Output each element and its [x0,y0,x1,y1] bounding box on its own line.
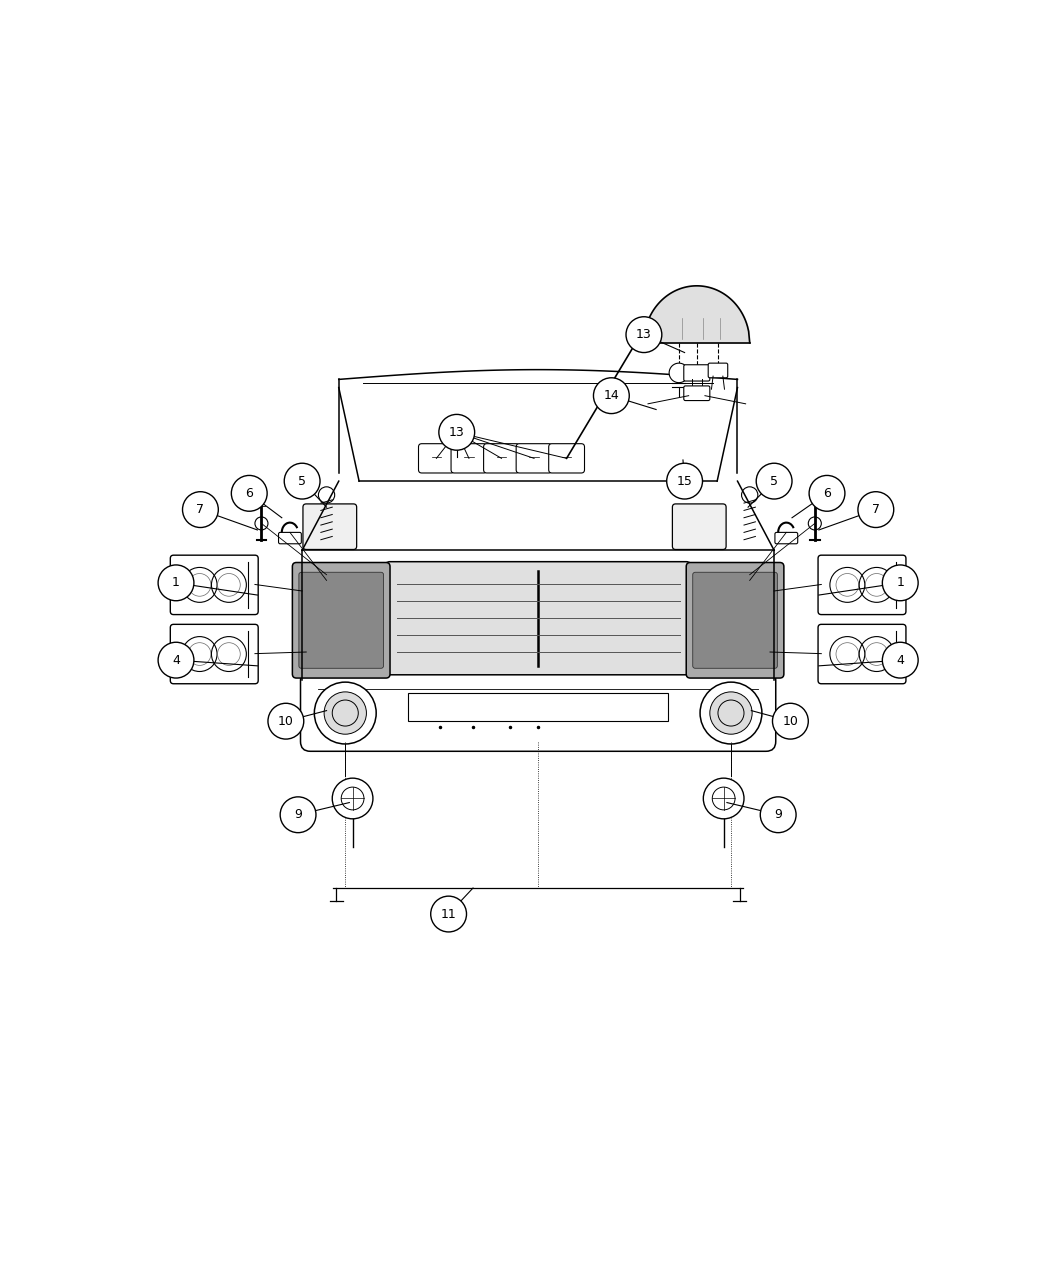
Text: 7: 7 [196,504,205,516]
Circle shape [882,643,918,678]
Circle shape [593,377,629,413]
Circle shape [324,692,366,734]
Text: 15: 15 [676,474,693,487]
Circle shape [626,316,662,353]
FancyBboxPatch shape [452,444,487,473]
FancyBboxPatch shape [684,365,710,381]
FancyBboxPatch shape [299,572,383,668]
FancyBboxPatch shape [672,504,727,550]
Circle shape [159,565,194,601]
FancyBboxPatch shape [170,625,258,683]
Circle shape [159,643,194,678]
Circle shape [810,476,845,511]
Text: 1: 1 [897,576,904,589]
FancyBboxPatch shape [170,555,258,615]
FancyBboxPatch shape [278,533,301,543]
Text: 14: 14 [604,389,620,402]
Text: 9: 9 [774,808,782,821]
Circle shape [773,704,808,740]
Circle shape [882,565,918,601]
Circle shape [756,463,792,499]
Circle shape [430,896,466,932]
Circle shape [760,797,796,833]
FancyBboxPatch shape [385,562,691,674]
Text: 6: 6 [823,487,831,500]
FancyBboxPatch shape [549,444,585,473]
Circle shape [858,492,894,528]
Text: 6: 6 [246,487,253,500]
Circle shape [332,778,373,819]
FancyBboxPatch shape [684,386,710,400]
FancyBboxPatch shape [300,671,776,751]
Circle shape [285,463,320,499]
Text: 10: 10 [782,715,798,728]
Text: 9: 9 [294,808,302,821]
Circle shape [280,797,316,833]
Circle shape [704,778,744,819]
Circle shape [231,476,267,511]
Circle shape [439,414,475,450]
FancyBboxPatch shape [687,562,784,678]
Text: 5: 5 [298,474,307,487]
Text: 13: 13 [449,426,464,439]
Text: 7: 7 [872,504,880,516]
Text: 4: 4 [172,654,180,667]
Circle shape [700,682,762,745]
FancyBboxPatch shape [303,504,357,550]
Text: 10: 10 [278,715,294,728]
Circle shape [268,704,303,740]
FancyBboxPatch shape [693,572,777,668]
Circle shape [710,692,752,734]
Circle shape [314,682,376,745]
Circle shape [667,463,702,499]
FancyBboxPatch shape [775,533,798,543]
Text: 13: 13 [636,328,652,342]
Circle shape [669,363,689,382]
Text: 4: 4 [897,654,904,667]
Text: 5: 5 [770,474,778,487]
FancyBboxPatch shape [708,363,728,377]
FancyBboxPatch shape [517,444,552,473]
Text: 1: 1 [172,576,180,589]
FancyBboxPatch shape [419,444,455,473]
FancyBboxPatch shape [818,555,906,615]
Circle shape [183,492,218,528]
Text: 11: 11 [441,908,457,921]
FancyBboxPatch shape [292,562,390,678]
Bar [407,692,669,722]
FancyBboxPatch shape [818,625,906,683]
FancyBboxPatch shape [484,444,520,473]
